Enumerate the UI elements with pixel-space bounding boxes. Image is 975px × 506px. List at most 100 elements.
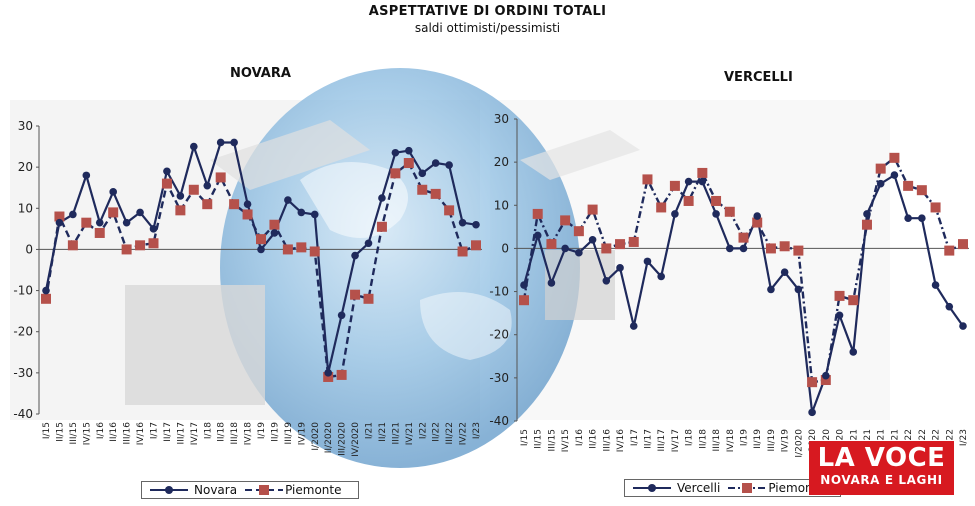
vercelli-piemonte-point xyxy=(642,174,653,185)
novara-legend-label: Novara xyxy=(194,483,238,497)
novara-piemonte-point xyxy=(403,158,414,169)
chart-subtitle: saldi ottimisti/pessimisti xyxy=(414,21,561,35)
novara-local-point xyxy=(149,225,158,233)
novara-piemonte-point xyxy=(161,178,172,189)
novara-x-tick-label: II/21 xyxy=(378,422,388,442)
novara-piemonte-point xyxy=(54,211,65,222)
vercelli-local-point xyxy=(780,268,789,276)
vercelli-local-point xyxy=(616,264,624,272)
vercelli-chart-title: VERCELLI xyxy=(724,70,793,85)
vercelli-x-tick-label: 22 xyxy=(932,429,942,440)
vercelli-local-point xyxy=(725,244,734,253)
novara-x-tick-label: III/17 xyxy=(176,422,186,444)
vercelli-local-point xyxy=(753,212,762,220)
vercelli-local-point xyxy=(533,231,542,240)
novara-piemonte-point xyxy=(148,238,159,249)
novara-x-tick-label: III/15 xyxy=(69,422,79,444)
vercelli-local-point xyxy=(863,210,871,218)
vercelli-local-point xyxy=(931,281,940,289)
novara-local-point xyxy=(122,218,131,227)
vercelli-x-tick-label: II/17 xyxy=(643,429,653,449)
novara-local-point xyxy=(337,311,346,320)
novara-piemonte-point xyxy=(390,168,401,179)
novara-x-tick-label: I/18 xyxy=(203,422,213,439)
vercelli-legend: Vercelli Piemonte xyxy=(624,479,841,497)
vercelli-local-point xyxy=(602,276,611,285)
vercelli-piemonte-point xyxy=(669,180,680,191)
vercelli-y-tick-label: 10 xyxy=(494,198,509,212)
novara-piemonte-point xyxy=(256,234,266,245)
novara-local-point xyxy=(405,146,413,155)
vercelli-piemonte-point xyxy=(916,185,927,196)
vercelli-local-point xyxy=(575,248,583,257)
vercelli-x-tick-label: III/18 xyxy=(712,429,722,452)
vercelli-x-tick-label: III/16 xyxy=(602,429,612,452)
novara-local-point xyxy=(42,286,50,295)
vercelli-piemonte-point xyxy=(861,219,872,230)
vercelli-piemonte-point xyxy=(875,163,886,174)
novara-piemonte-point xyxy=(94,227,105,238)
vercelli-piemonte-point xyxy=(573,226,584,237)
novara-local-point xyxy=(216,138,225,147)
novara-piemonte-point xyxy=(135,240,146,251)
novara-piemonte-point xyxy=(350,289,361,300)
vercelli-piemonte-point xyxy=(724,206,735,217)
vercelli-local-point xyxy=(547,279,556,287)
novara-piemonte-point xyxy=(108,207,119,218)
novara-x-tick-label: III/2020 xyxy=(338,422,348,456)
vercelli-x-tick-label: 21 xyxy=(863,429,873,440)
vercelli-local-point xyxy=(629,322,638,330)
novara-piemonte-point xyxy=(229,199,240,210)
vercelli-local-point xyxy=(643,257,652,266)
vercelli-x-tick-label: I/2020 xyxy=(794,429,804,458)
vercelli-piemonte-point xyxy=(656,202,667,213)
novara-x-tick-label: III/19 xyxy=(284,422,294,445)
vercelli-piemonte-point xyxy=(930,202,941,213)
novara-x-tick-label: II/18 xyxy=(217,422,227,442)
novara-x-tick-label: IV/22 xyxy=(459,422,469,445)
vercelli-legend-label: Vercelli xyxy=(677,481,721,495)
vercelli-x-tick-label: 21 xyxy=(849,429,859,440)
vercelli-x-tick-label: 22 xyxy=(918,429,928,440)
novara-piemonte-point xyxy=(188,184,199,195)
vercelli-x-tick-label: 22 xyxy=(904,429,914,440)
vercelli-piemonte-point xyxy=(752,217,763,228)
vercelli-piemonte-point xyxy=(738,232,749,243)
vercelli-piemonte-point xyxy=(683,195,694,206)
vercelli-piemonte-point xyxy=(820,375,831,386)
vercelli-x-tick-label: 2020 xyxy=(808,429,818,452)
vercelli-piemonte-point xyxy=(958,239,968,250)
novara-x-tick-label: II/2020 xyxy=(324,422,334,454)
novara-x-tick-label: III/18 xyxy=(230,422,240,445)
vercelli-local-point xyxy=(671,210,679,218)
vercelli-x-tick-label: II/15 xyxy=(534,429,544,449)
novara-x-tick-label: III/16 xyxy=(123,422,133,445)
vercelli-x-tick-label: I/16 xyxy=(575,429,585,446)
vercelli-x-tick-label: III/17 xyxy=(657,429,667,451)
novara-piemonte-point xyxy=(121,244,132,255)
novara-local-point xyxy=(203,181,212,190)
vercelli-local-point xyxy=(684,177,693,186)
vercelli-piemonte-point xyxy=(628,236,639,247)
vercelli-local-point xyxy=(822,371,830,380)
logo-subtext: NOVARA E LAGHI xyxy=(820,473,943,487)
novara-piemonte-point xyxy=(81,217,92,228)
vercelli-piemonte-point xyxy=(848,295,859,306)
vercelli-piemonte-point xyxy=(519,295,529,306)
vercelli-piemonte-point xyxy=(532,208,543,219)
vercelli-local-point xyxy=(808,408,816,417)
vercelli-x-tick-label: I/18 xyxy=(685,429,695,446)
vercelli-x-tick-label: 2020 xyxy=(836,429,846,452)
vercelli-piemonte-point xyxy=(779,241,790,252)
novara-piemonte-point xyxy=(269,219,280,230)
vercelli-x-tick-label: 2020 xyxy=(822,429,832,452)
novara-x-tick-label: I/16 xyxy=(96,422,106,439)
novara-local-point xyxy=(391,148,400,157)
novara-local-point xyxy=(190,142,198,151)
novara-piemonte-point xyxy=(309,246,320,257)
novara-y-tick-label: -30 xyxy=(13,366,33,380)
novara-piemonte-point xyxy=(41,293,51,304)
vercelli-local-point xyxy=(520,281,528,289)
